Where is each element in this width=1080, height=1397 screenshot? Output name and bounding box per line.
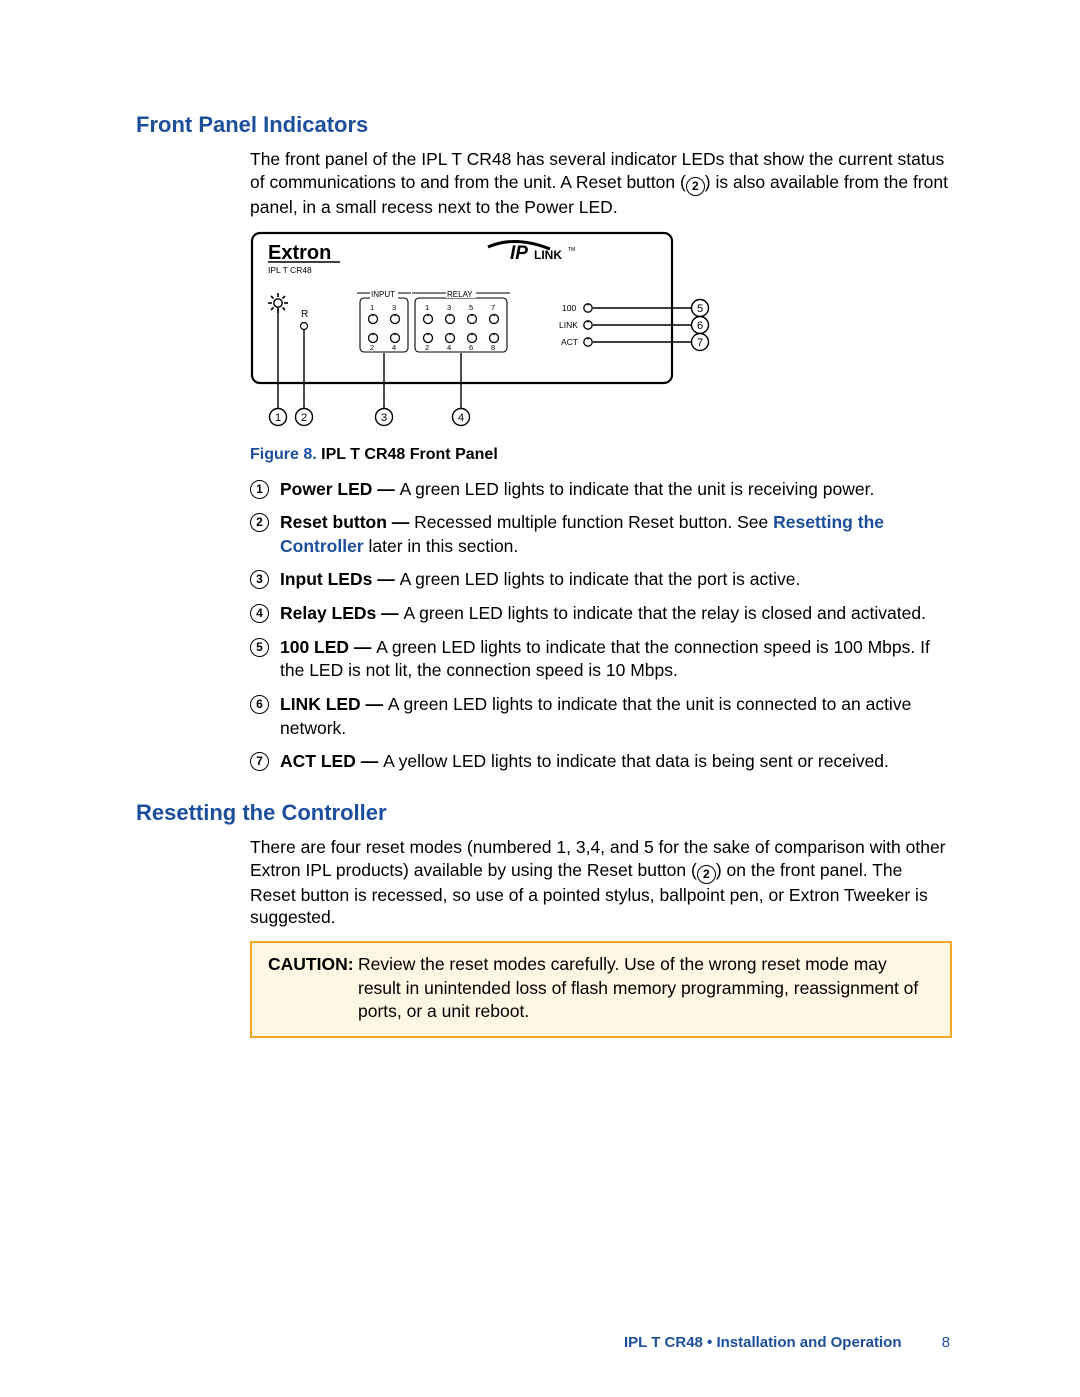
footer-doc-title: IPL T CR48 • Installation and Operation (624, 1334, 902, 1351)
svg-text:3: 3 (392, 303, 396, 312)
callout-item-6: 6 LINK LED — A green LED lights to indic… (250, 693, 952, 740)
inline-callout-2: 2 (686, 177, 705, 196)
callout-term-5: 100 LED — (280, 637, 376, 657)
callout-item-7: 7 ACT LED — A yellow LED lights to indic… (250, 750, 952, 774)
svg-text:8: 8 (491, 343, 495, 352)
figure-label: Figure 8. (250, 446, 317, 463)
callout-desc-2b: later in this section. (364, 536, 519, 556)
callout-desc-4: A green LED lights to indicate that the … (404, 603, 926, 623)
callout-term-2: Reset button — (280, 512, 414, 532)
callout-num-2: 2 (250, 513, 269, 532)
caution-box: CAUTION: Review the reset modes carefull… (250, 941, 952, 1038)
caution-text: Review the reset modes carefully. Use of… (358, 953, 934, 1024)
callout-bubble-4: 4 (453, 408, 470, 425)
svg-text:1: 1 (275, 412, 281, 424)
inline-callout-2b: 2 (697, 865, 716, 884)
callout-item-4: 4 Relay LEDs — A green LED lights to ind… (250, 602, 952, 626)
callout-desc-3: A green LED lights to indicate that the … (400, 569, 801, 589)
callout-term-6: LINK LED — (280, 694, 388, 714)
callout-bubble-3: 3 (376, 408, 393, 425)
callout-desc-5: A green LED lights to indicate that the … (280, 637, 930, 681)
callout-term-7: ACT LED — (280, 751, 383, 771)
iplink-link: LINK (534, 248, 562, 262)
svg-text:4: 4 (447, 343, 451, 352)
svg-text:1: 1 (370, 303, 374, 312)
callout-item-5: 5 100 LED — A green LED lights to indica… (250, 636, 952, 683)
intro-paragraph: The front panel of the IPL T CR48 has se… (250, 148, 952, 219)
callout-bubble-2: 2 (296, 408, 313, 425)
footer-page-number: 8 (942, 1334, 950, 1351)
svg-text:2: 2 (425, 343, 429, 352)
callout-desc-1: A green LED lights to indicate that the … (400, 479, 875, 499)
svg-text:5: 5 (469, 303, 473, 312)
caution-label: CAUTION: (268, 953, 354, 977)
svg-text:6: 6 (697, 320, 703, 332)
callout-term-4: Relay LEDs — (280, 603, 404, 623)
callout-num-7: 7 (250, 752, 269, 771)
lan-link: LINK (559, 320, 578, 330)
callout-desc-2a: Recessed multiple function Reset button.… (414, 512, 773, 532)
reset-label: R (301, 309, 308, 320)
svg-text:7: 7 (491, 303, 495, 312)
callout-desc-7: A yellow LED lights to indicate that dat… (383, 751, 889, 771)
callout-item-2: 2 Reset button — Recessed multiple funct… (250, 511, 952, 558)
callout-term-1: Power LED — (280, 479, 400, 499)
callout-bubble-7: 7 (692, 333, 709, 350)
callout-term-3: Input LEDs — (280, 569, 400, 589)
callout-num-3: 3 (250, 570, 269, 589)
figure-title: IPL T CR48 Front Panel (317, 446, 498, 463)
callout-bubble-6: 6 (692, 316, 709, 333)
callout-bubble-5: 5 (692, 299, 709, 316)
callout-num-4: 4 (250, 604, 269, 623)
input-label: INPUT (371, 290, 395, 299)
lan-act: ACT (561, 337, 578, 347)
callout-item-3: 3 Input LEDs — A green LED lights to ind… (250, 568, 952, 592)
iplink-tm: TM (568, 247, 575, 253)
svg-text:4: 4 (392, 343, 396, 352)
relay-label: RELAY (447, 290, 473, 299)
heading-resetting-controller: Resetting the Controller (136, 800, 952, 826)
front-panel-diagram: Extron IPL T CR48 IP LINK TM (250, 231, 725, 431)
brand-extron: Extron (268, 242, 331, 264)
figure-caption: Figure 8. IPL T CR48 Front Panel (250, 446, 952, 464)
svg-text:7: 7 (697, 337, 703, 349)
callout-bubble-1: 1 (270, 408, 287, 425)
svg-text:4: 4 (458, 412, 464, 424)
model-text: IPL T CR48 (268, 265, 312, 275)
callout-num-5: 5 (250, 638, 269, 657)
heading-front-panel-indicators: Front Panel Indicators (136, 112, 952, 138)
page-footer: IPL T CR48 • Installation and Operation … (624, 1334, 950, 1351)
figure-front-panel: Extron IPL T CR48 IP LINK TM (250, 231, 952, 436)
svg-text:6: 6 (469, 343, 473, 352)
svg-text:5: 5 (697, 303, 703, 315)
svg-text:3: 3 (381, 412, 387, 424)
svg-text:1: 1 (425, 303, 429, 312)
callout-num-6: 6 (250, 695, 269, 714)
svg-text:3: 3 (447, 303, 451, 312)
callout-num-1: 1 (250, 480, 269, 499)
svg-text:2: 2 (301, 412, 307, 424)
reset-paragraph: There are four reset modes (numbered 1, … (250, 836, 952, 929)
svg-text:2: 2 (370, 343, 374, 352)
callout-list: 1 Power LED — A green LED lights to indi… (250, 478, 952, 774)
iplink-ip: IP (510, 243, 528, 264)
callout-item-1: 1 Power LED — A green LED lights to indi… (250, 478, 952, 502)
lan-100: 100 (562, 303, 576, 313)
